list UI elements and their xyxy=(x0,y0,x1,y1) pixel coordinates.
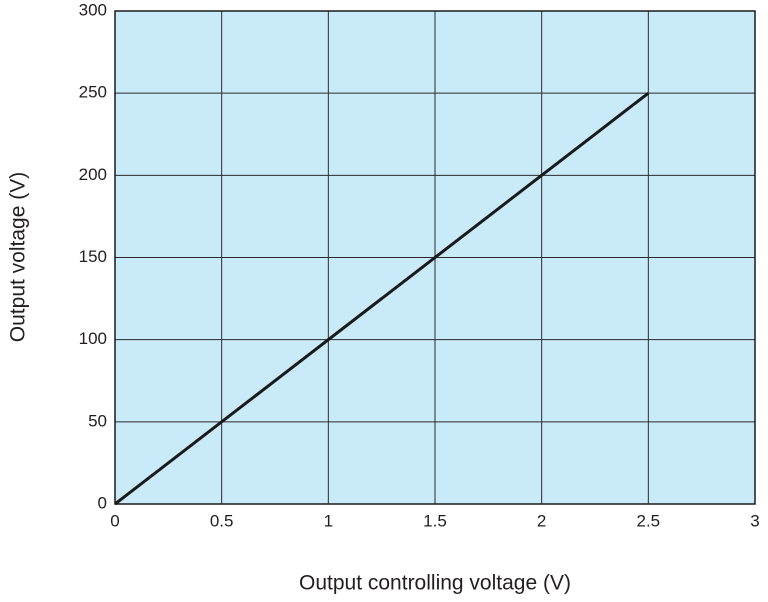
x-tick-label: 3 xyxy=(750,511,759,530)
y-tick-label: 50 xyxy=(88,411,107,430)
y-tick-label: 250 xyxy=(79,83,107,102)
y-tick-label: 0 xyxy=(98,493,107,512)
x-tick-label: 0.5 xyxy=(210,511,234,530)
data-line xyxy=(114,91,650,506)
x-tick-label: 2 xyxy=(537,511,546,530)
y-axis-label: Output voltage (V) xyxy=(7,172,30,342)
y-tick-label: 200 xyxy=(79,165,107,184)
x-tick-label: 0 xyxy=(110,511,119,530)
x-tick-label: 2.5 xyxy=(637,511,661,530)
y-tick-label: 150 xyxy=(79,247,107,266)
plot-border xyxy=(114,10,756,505)
x-tick-label: 1 xyxy=(324,511,333,530)
y-tick-label: 300 xyxy=(79,0,107,19)
y-tick-label: 100 xyxy=(79,329,107,348)
x-axis-label: Output controlling voltage (V) xyxy=(299,572,571,595)
x-tick-label: 1.5 xyxy=(423,511,447,530)
